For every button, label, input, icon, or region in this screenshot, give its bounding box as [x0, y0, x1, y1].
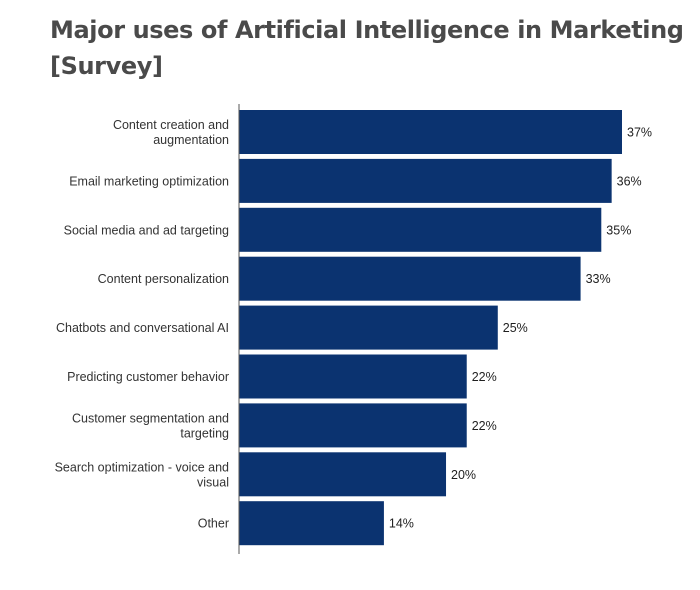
category-label-chatbots-and-conversational-ai: Chatbots and conversational AI — [56, 321, 229, 335]
bar-content-personalization — [239, 256, 581, 301]
bar-other — [239, 501, 384, 546]
bar-search-optimization-voice-and-visual — [239, 452, 447, 497]
value-label-email-marketing-optimization: 36% — [617, 174, 642, 188]
category-label-line: Search optimization - voice and — [55, 460, 229, 474]
category-label-line: Customer segmentation and — [72, 411, 229, 425]
value-label-social-media-and-ad-targeting: 35% — [606, 223, 631, 237]
category-label-line: Social media and ad targeting — [64, 223, 229, 237]
value-label-customer-segmentation-and-targeting: 22% — [472, 419, 497, 433]
category-label-content-creation-and-augmentation: Content creation and augmentation — [113, 118, 229, 147]
chart-title: Major uses of Artificial Intelligence in… — [50, 16, 684, 80]
value-label-content-creation-and-augmentation: 37% — [627, 126, 652, 140]
category-label-search-optimization-voice-and-visual: Search optimization - voice and visual — [55, 460, 229, 489]
category-label-line: Email marketing optimization — [69, 174, 229, 188]
value-labels-group: 37% 36% 35% 33% 25% 22% 22% 20% 14% — [389, 126, 652, 531]
value-label-content-personalization: 33% — [586, 272, 611, 286]
category-label-line: Content personalization — [98, 272, 229, 286]
value-label-other: 14% — [389, 517, 414, 531]
bar-customer-segmentation-and-targeting — [239, 403, 467, 448]
bar-chatbots-and-conversational-ai — [239, 305, 498, 350]
value-label-predicting-customer-behavior: 22% — [472, 370, 497, 384]
category-label-social-media-and-ad-targeting: Social media and ad targeting — [64, 223, 229, 237]
bars-group — [239, 110, 622, 546]
category-label-line: Other — [198, 517, 229, 531]
category-labels-group: Content creation and augmentation Email ma… — [55, 118, 229, 531]
category-label-line: targeting — [180, 426, 229, 440]
category-label-email-marketing-optimization: Email marketing optimization — [69, 174, 229, 188]
category-label-customer-segmentation-and-targeting: Customer segmentation and targeting — [72, 411, 229, 440]
category-label-line: visual — [197, 475, 229, 489]
category-label-other: Other — [198, 517, 229, 531]
category-label-content-personalization: Content personalization — [98, 272, 229, 286]
value-label-chatbots-and-conversational-ai: 25% — [503, 321, 528, 335]
bar-predicting-customer-behavior — [239, 354, 467, 399]
bar-social-media-and-ad-targeting — [239, 207, 602, 252]
category-label-line: Predicting customer behavior — [67, 370, 229, 384]
category-label-predicting-customer-behavior: Predicting customer behavior — [67, 370, 229, 384]
category-label-line: Chatbots and conversational AI — [56, 321, 229, 335]
category-label-line: Content creation and — [113, 118, 229, 132]
value-label-search-optimization-voice-and-visual: 20% — [451, 468, 476, 482]
bar-content-creation-and-augmentation — [239, 110, 622, 154]
category-label-line: augmentation — [153, 133, 229, 147]
bar-email-marketing-optimization — [239, 158, 612, 203]
